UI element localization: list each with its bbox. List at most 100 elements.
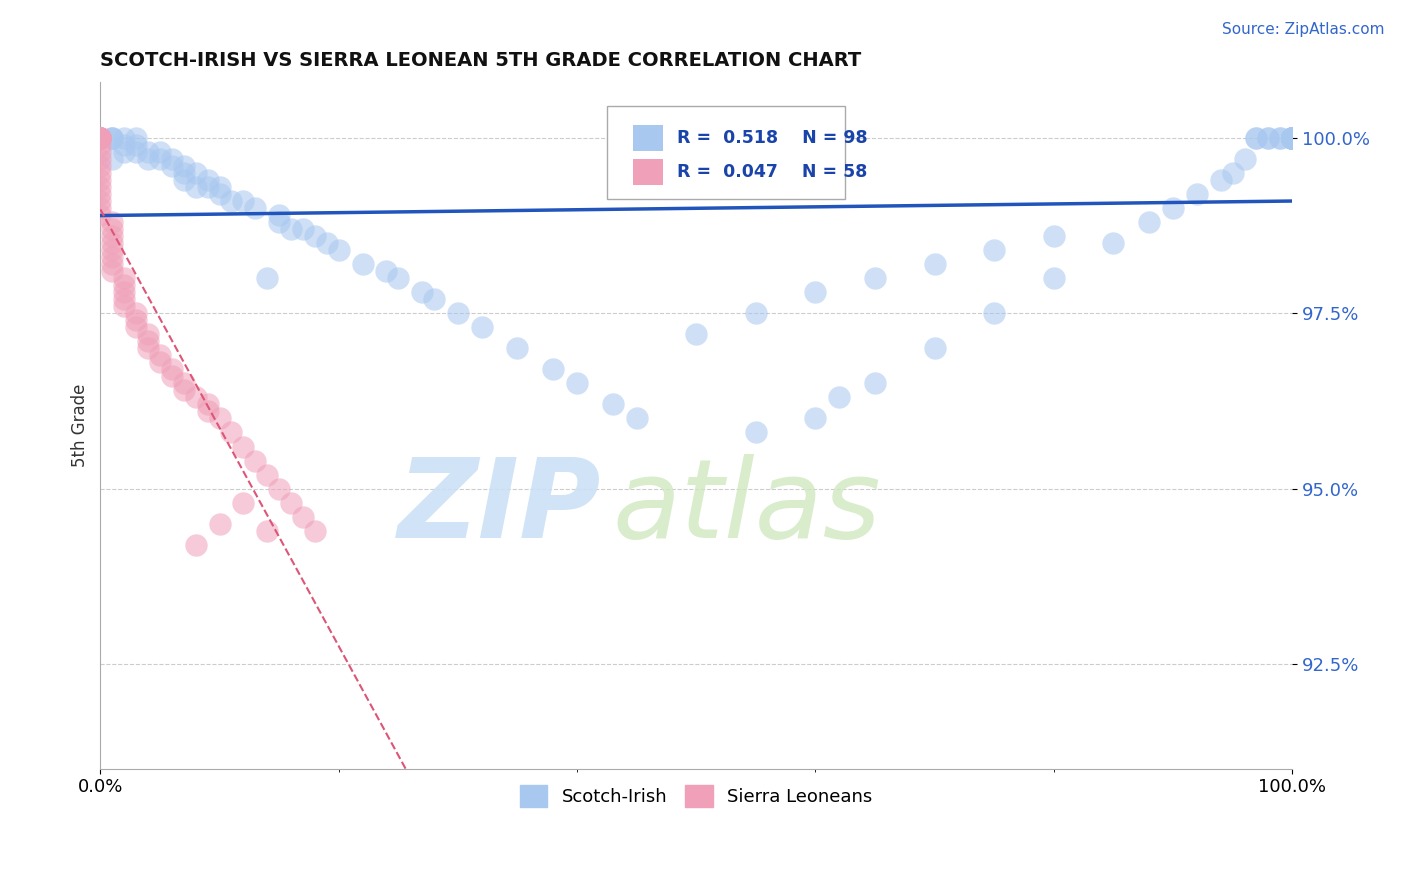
Point [89, 131, 111, 145]
Point [352, 257, 374, 271]
Point [745, 425, 768, 440]
Point [160, 362, 183, 376]
Point [375, 264, 398, 278]
Point [184, 391, 207, 405]
Point [208, 516, 231, 531]
Point [89, 194, 111, 209]
Point [101, 236, 124, 251]
Point [101, 131, 124, 145]
Point [173, 160, 195, 174]
Point [136, 327, 159, 342]
Point [89, 131, 111, 145]
Point [1281, 131, 1303, 145]
Bar [633, 159, 662, 186]
Point [112, 145, 135, 160]
Point [89, 131, 111, 145]
Point [89, 131, 111, 145]
Point [245, 202, 267, 216]
Point [1281, 131, 1303, 145]
Point [256, 271, 278, 285]
Point [89, 173, 111, 187]
Point [269, 208, 291, 222]
Point [232, 495, 254, 509]
Point [1281, 131, 1303, 145]
Point [89, 131, 111, 145]
Point [256, 467, 278, 482]
Point [1137, 215, 1160, 229]
FancyBboxPatch shape [607, 106, 845, 199]
Point [1281, 131, 1303, 145]
Point [149, 349, 172, 363]
Point [565, 376, 588, 391]
Point [280, 222, 302, 236]
Point [863, 271, 886, 285]
Point [423, 293, 446, 307]
Point [89, 138, 111, 153]
Point [112, 138, 135, 153]
Point [101, 215, 124, 229]
Point [184, 537, 207, 551]
Point [173, 166, 195, 180]
Point [1281, 131, 1303, 145]
Point [1281, 131, 1303, 145]
Point [1281, 131, 1303, 145]
Point [89, 131, 111, 145]
Point [149, 153, 172, 167]
Point [1281, 131, 1303, 145]
Point [1281, 131, 1303, 145]
Point [160, 369, 183, 384]
Point [160, 153, 183, 167]
Point [125, 131, 148, 145]
Point [112, 131, 135, 145]
Point [304, 229, 326, 244]
Point [280, 495, 302, 509]
Point [828, 391, 851, 405]
Point [291, 222, 314, 236]
Point [136, 334, 159, 349]
Point [256, 524, 278, 538]
Point [232, 440, 254, 454]
Point [1161, 202, 1184, 216]
Point [136, 145, 159, 160]
Point [89, 131, 111, 145]
Point [101, 244, 124, 258]
Point [221, 425, 243, 440]
Point [136, 342, 159, 356]
Point [269, 215, 291, 229]
Point [89, 160, 111, 174]
Point [1233, 153, 1256, 167]
Point [101, 131, 124, 145]
Point [112, 285, 135, 300]
Point [387, 271, 409, 285]
Point [197, 180, 219, 194]
Point [101, 257, 124, 271]
Point [125, 313, 148, 327]
Point [173, 376, 195, 391]
Point [149, 145, 172, 160]
Point [1270, 131, 1292, 145]
Point [112, 271, 135, 285]
Point [804, 411, 827, 425]
Point [1281, 131, 1303, 145]
Point [101, 229, 124, 244]
Y-axis label: 5th Grade: 5th Grade [72, 384, 89, 467]
Point [1043, 229, 1066, 244]
Point [1185, 187, 1208, 202]
Point [1270, 131, 1292, 145]
Point [136, 153, 159, 167]
Point [541, 362, 564, 376]
Point [101, 222, 124, 236]
Point [1257, 131, 1279, 145]
Point [89, 131, 111, 145]
Point [1246, 131, 1268, 145]
Point [89, 131, 111, 145]
Point [863, 376, 886, 391]
Point [89, 202, 111, 216]
Point [89, 187, 111, 202]
Point [197, 404, 219, 418]
Point [112, 278, 135, 293]
Point [101, 153, 124, 167]
Point [173, 173, 195, 187]
Point [221, 194, 243, 209]
Text: atlas: atlas [613, 454, 882, 561]
